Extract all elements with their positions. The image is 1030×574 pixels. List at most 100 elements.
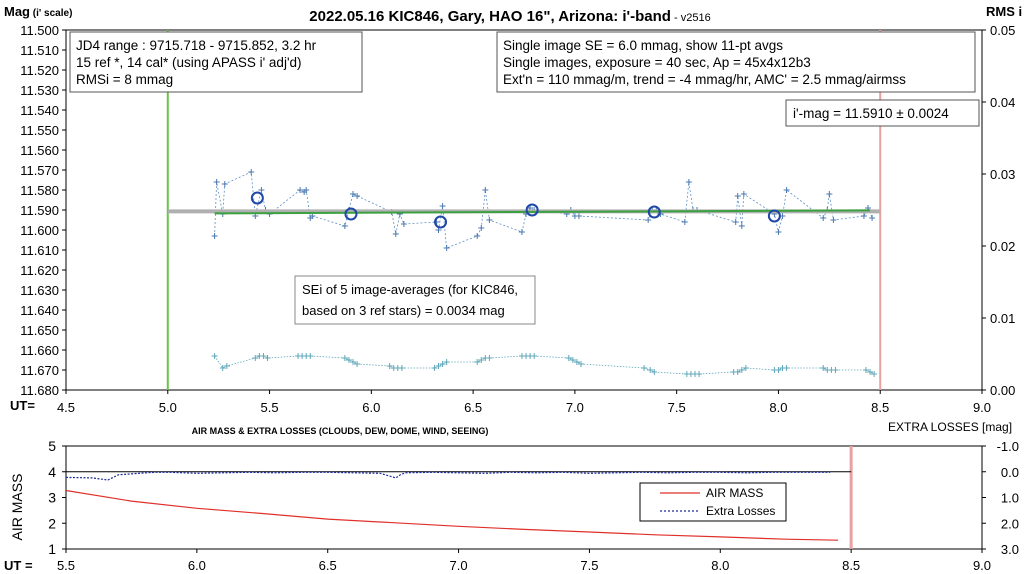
top-y-right-tick-labels: 0.00 0.01 0.02 0.03 0.04 0.05: [982, 23, 1015, 398]
top-y-right-tick-label: 0.05: [990, 23, 1015, 38]
chart-title: 2022.05.16 KIC846, Gary, HAO 16", Arizon…: [309, 8, 710, 25]
individual-point: [783, 187, 790, 193]
individual-point: [248, 169, 255, 175]
annotation-box-image-info: Single image SE = 6.0 mmag, show 11-pt a…: [496, 31, 976, 93]
annotation-info-line-2: Single images, exposure = 40 sec, Ap = 4…: [503, 55, 811, 70]
top-y-tick-label: 11.590: [20, 203, 59, 218]
top-x-tick-label: 9.0: [973, 400, 991, 415]
bottom-y-tick-label: 1: [48, 541, 56, 557]
rms-point: [742, 365, 749, 371]
annotation-sei-line-1: SEi of 5 image-averages (for KIC846,: [302, 282, 518, 297]
top-y-right-tick-label: 0.03: [990, 167, 1015, 182]
top-y-tick-label: 11.640: [20, 303, 59, 318]
individual-point: [303, 187, 310, 193]
top-y-tick-label: 11.650: [20, 323, 59, 338]
rms-point: [474, 359, 481, 365]
individual-point: [474, 233, 481, 239]
annotation-info-line-1: Single image SE = 6.0 mmag, show 11-pt a…: [503, 38, 783, 53]
bottom-x-tick-label: 9.0: [973, 558, 991, 573]
extra-losses-line: [65, 471, 831, 481]
annotation-jd-line-3: RMSi = 8 mmag: [76, 72, 173, 87]
top-y-right-tick-label: 0.04: [990, 95, 1015, 110]
bottom-x-tick-labels: 5.5 6.0 6.5 7.0 7.5 8.0 8.5 9.0: [57, 549, 991, 573]
rms-point: [775, 367, 782, 373]
individual-point: [392, 231, 399, 237]
rms-point: [651, 369, 658, 375]
bottom-y-right-tick-label: -1.0: [997, 439, 1019, 454]
bottom-y-axis-label-left: AIR MASS: [9, 474, 25, 541]
average-point: [250, 191, 264, 205]
rms-point: [350, 359, 357, 365]
bottom-y-right-tick-label: 1.0: [1001, 491, 1019, 506]
annotation-box-jd: JD4 range : 9715.718 - 9715.852, 3.2 hr …: [69, 31, 363, 93]
top-y-right-tick-label: 0.02: [990, 239, 1015, 254]
rms-point: [569, 357, 576, 363]
individual-point: [221, 181, 228, 187]
annotation-info-line-3: Ext'n = 110 mmag/m, trend = -4 mmag/hr, …: [503, 72, 906, 87]
bottom-y-right-tick-labels: -1.0 0.0 1.0 2.0 3.0: [982, 439, 1019, 557]
individual-point: [826, 191, 833, 197]
top-x-tick-labels: 4.5 5.0 5.5 6.0 6.5 7.0 7.5 8.0 8.5 9.0: [57, 390, 991, 415]
rms-point: [223, 363, 230, 369]
individual-point: [400, 221, 407, 227]
individual-point: [830, 217, 837, 223]
bottom-x-tick-label: 8.0: [711, 558, 729, 573]
bottom-x-tick-label: 5.5: [57, 558, 75, 573]
top-y-tick-labels: 11.500 11.510 11.520 11.530 11.540 11.550 11.5…: [20, 23, 66, 398]
top-y-tick-label: 11.560: [20, 143, 59, 158]
individual-point: [478, 225, 485, 231]
rms-point: [871, 371, 878, 377]
top-y-tick-label: 11.600: [20, 223, 59, 238]
bottom-x-tick-label: 7.0: [450, 558, 468, 573]
bottom-chart-title: AIR MASS & EXTRA LOSSES (CLOUDS, DEW, DO…: [192, 426, 489, 436]
rms-point: [439, 361, 446, 367]
top-y-tick-label: 11.580: [20, 183, 59, 198]
individual-point: [860, 213, 867, 219]
top-y-axis-label-right: RMS i: [986, 4, 1022, 19]
average-point: [647, 205, 661, 219]
average-point: [434, 215, 448, 229]
top-y-tick-label: 11.620: [20, 263, 59, 278]
individual-point: [354, 193, 361, 199]
rms-point: [867, 369, 874, 375]
individual-point: [869, 215, 876, 221]
top-rms-series: [211, 353, 878, 377]
top-x-tick-label: 5.5: [261, 400, 279, 415]
rms-point: [647, 367, 654, 373]
individual-point: [439, 203, 446, 209]
airmass-line: [65, 489, 839, 541]
bottom-x-axis-label: UT =: [4, 558, 33, 573]
top-y-tick-label: 11.540: [20, 103, 59, 118]
bottom-y-tick-label: 3: [48, 490, 56, 506]
bottom-y-tick-label: 4: [48, 464, 56, 480]
rms-point: [341, 355, 348, 361]
rms-point: [738, 367, 745, 373]
top-y-tick-label: 11.670: [20, 363, 59, 378]
top-x-tick-label: 5.0: [159, 400, 177, 415]
rms-point: [696, 371, 703, 377]
annotation-box-imag: i'-mag = 11.5910 ± 0.0024: [785, 99, 980, 127]
rms-point: [386, 363, 393, 369]
rms-point: [307, 353, 314, 359]
rms-point: [431, 365, 438, 371]
rms-point: [783, 365, 790, 371]
annotation-box-sei: SEi of 5 image-averages (for KIC846, bas…: [294, 275, 536, 325]
rms-point: [734, 369, 741, 375]
bottom-series: [65, 471, 852, 541]
annotation-sei-line-2: based on 3 ref stars) = 0.0034 mag: [302, 303, 505, 318]
individual-point: [309, 213, 316, 219]
top-reference-lines: [167, 209, 881, 215]
top-x-tick-label: 7.5: [668, 400, 686, 415]
top-x-tick-label: 8.0: [769, 400, 787, 415]
bottom-y-right-tick-label: 0.0: [1001, 465, 1019, 480]
rms-point: [862, 367, 869, 373]
rms-point: [219, 365, 226, 371]
bottom-y-tick-labels: 1 2 3 4 5: [48, 438, 66, 557]
top-y-tick-label: 11.570: [20, 163, 59, 178]
annotation-jd-line-2: 15 ref *, 14 cal* (using APASS i' adj'd): [76, 55, 302, 70]
bottom-y-right-tick-label: 3.0: [1001, 542, 1019, 557]
top-y-tick-label: 11.550: [20, 123, 59, 138]
top-x-tick-label: 4.5: [57, 400, 75, 415]
average-point: [344, 207, 358, 221]
top-y-tick-label: 11.530: [20, 83, 59, 98]
